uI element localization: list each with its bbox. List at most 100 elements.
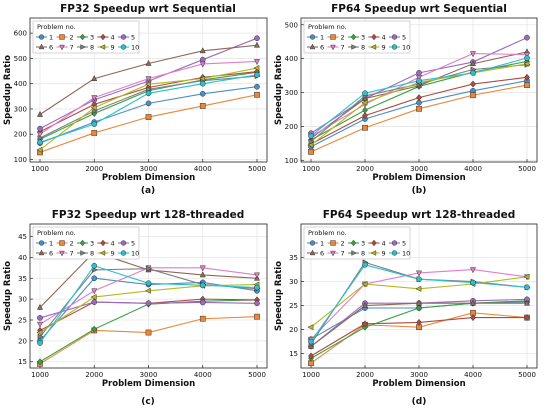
legend-marker (330, 240, 336, 246)
y-tick-label: 600 (14, 30, 27, 38)
y-tick-label: 30 (289, 278, 298, 286)
data-point-series-6 (361, 301, 369, 308)
data-point-series-6 (469, 299, 477, 306)
y-tick-label: 20 (18, 337, 27, 345)
legend-marker (330, 250, 336, 257)
legend-title: Problem no. (308, 23, 347, 31)
y-tick-label: 35 (18, 275, 27, 283)
legend-label-6: 6 (320, 43, 324, 51)
data-point-series-7 (253, 59, 261, 66)
legend-label-5: 5 (402, 33, 406, 41)
data-point-series-10 (524, 55, 530, 61)
data-point-series-9 (361, 280, 368, 288)
legend-marker (59, 240, 65, 246)
legend-marker (100, 239, 106, 247)
data-point-series-6 (91, 74, 98, 81)
y-tick-label: 25 (289, 302, 298, 310)
legend-title: Problem no. (37, 229, 76, 237)
data-point-series-9 (415, 285, 422, 292)
data-point-series-10 (145, 90, 152, 97)
data-point-series-5 (199, 56, 206, 63)
y-axis-label: Speedup Ratio (274, 55, 284, 125)
data-point-series-2 (91, 130, 98, 136)
legend-label-9: 9 (382, 43, 386, 51)
data-point-series-4 (416, 318, 422, 326)
data-point-series-8 (146, 265, 153, 272)
y-tick-label: 200 (14, 131, 27, 139)
legend-label-7: 7 (70, 43, 74, 51)
y-tick-label: 400 (14, 80, 27, 88)
legend-marker (330, 44, 336, 51)
legend-marker (309, 34, 316, 40)
legend-label-1: 1 (320, 33, 324, 41)
data-point-series-9 (90, 104, 97, 111)
data-point-series-2 (470, 92, 476, 99)
y-tick-label: 100 (14, 156, 27, 164)
subfigure-label: (c) (141, 397, 155, 407)
data-point-series-4 (524, 73, 530, 81)
legend-marker (371, 33, 377, 41)
data-point-series-4 (308, 352, 314, 360)
legend-marker (309, 43, 316, 50)
x-tick-label: 5000 (518, 165, 536, 173)
legend-label-3: 3 (361, 239, 365, 247)
x-axis-label: Problem Dimension (102, 173, 195, 183)
data-point-series-5 (416, 70, 422, 76)
chart-panel-1: 100 200 300 400 500 600 1000 2000 3000 4000 5000 FP… (3, 3, 268, 196)
legend-label-4: 4 (382, 239, 386, 247)
x-tick-label: 2000 (356, 371, 374, 379)
legend-marker (100, 33, 106, 41)
data-point-series-4 (362, 320, 368, 328)
data-point-series-10 (362, 261, 368, 268)
data-point-series-7 (523, 52, 531, 59)
legend-marker (38, 249, 45, 256)
legend-label-7: 7 (341, 249, 345, 257)
x-axis-label: Problem Dimension (372, 379, 465, 389)
data-point-series-10 (362, 90, 368, 97)
data-point-series-10 (470, 279, 476, 286)
y-axis-label: Speedup Ratio (3, 55, 13, 125)
data-point-series-9 (199, 75, 206, 82)
x-tick-label: 2000 (85, 165, 103, 173)
legend-label-7: 7 (341, 43, 345, 51)
data-point-series-5 (145, 300, 152, 307)
legend-label-10: 10 (402, 43, 410, 51)
x-tick-label: 4000 (464, 371, 482, 379)
data-point-series-5 (37, 125, 43, 132)
y-tick-label: 15 (18, 358, 27, 366)
data-point-series-6 (199, 271, 206, 278)
y-axis-label: Speedup Ratio (274, 261, 284, 331)
x-tick-label: 3000 (410, 371, 428, 379)
legend-label-2: 2 (341, 239, 345, 247)
legend-label-2: 2 (70, 33, 74, 41)
legend-label-6: 6 (49, 43, 53, 51)
y-tick-label: 25 (18, 317, 27, 325)
x-tick-label: 3000 (140, 165, 158, 173)
x-tick-label: 1000 (31, 371, 49, 379)
data-point-series-9 (253, 65, 260, 72)
subfigure-label: (b) (412, 186, 427, 196)
legend-marker (59, 250, 65, 257)
data-point-series-7 (415, 270, 423, 277)
x-axis-label: Problem Dimension (372, 173, 465, 183)
data-point-series-1 (254, 83, 260, 90)
legend-marker (120, 240, 127, 246)
data-point-series-9 (307, 324, 314, 331)
y-tick-label: 15 (289, 350, 298, 358)
legend-label-10: 10 (131, 43, 139, 51)
legend-marker (99, 44, 106, 50)
legend-marker (370, 250, 377, 256)
legend-marker (38, 34, 45, 40)
legend-title: Problem no. (37, 23, 76, 31)
data-point-series-7 (415, 74, 423, 81)
data-point-series-2 (145, 329, 152, 336)
legend-label-3: 3 (90, 239, 94, 247)
legend-marker (309, 249, 316, 256)
chart-title: FP32 Speedup wrt 128-threaded (52, 209, 244, 221)
x-tick-label: 2000 (356, 165, 374, 173)
data-point-series-10 (416, 276, 422, 283)
x-axis-label: Problem Dimension (102, 379, 195, 389)
legend-label-5: 5 (131, 239, 135, 247)
